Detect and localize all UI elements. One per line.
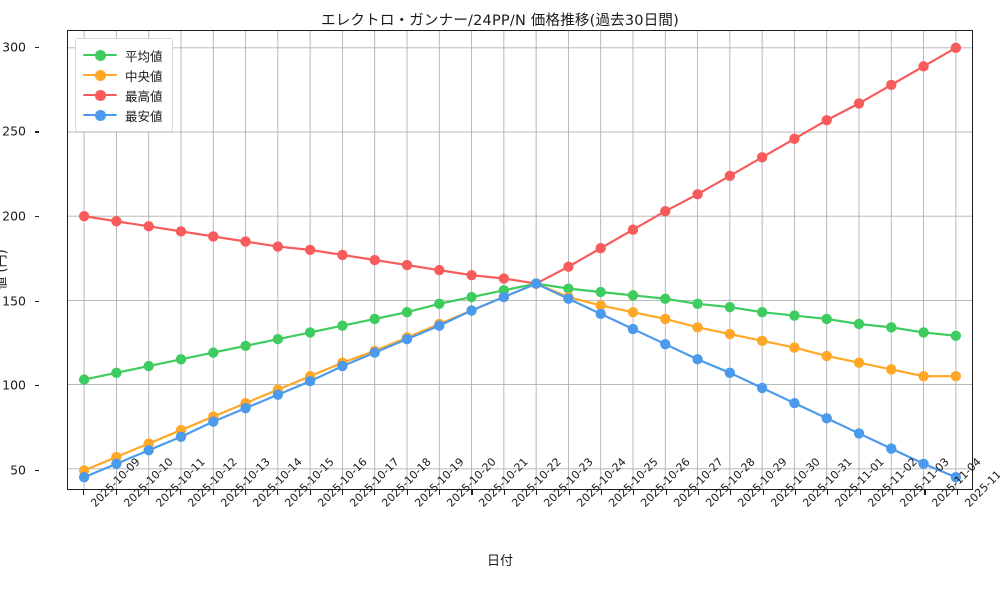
x-tick-label: 2025-10-11 bbox=[153, 455, 207, 509]
x-tick-mark bbox=[697, 490, 700, 495]
y-tick-label: 250 bbox=[2, 123, 26, 139]
series-0 bbox=[78, 278, 962, 385]
x-tick-label: 2025-10-20 bbox=[444, 455, 498, 509]
series-2 bbox=[78, 42, 962, 289]
legend-marker-icon bbox=[83, 48, 117, 62]
legend-item-3[interactable]: 最安値 bbox=[83, 105, 163, 125]
x-tick-label: 2025-10-16 bbox=[315, 455, 369, 509]
x-tick-label: 2025-11-05 bbox=[962, 455, 1000, 510]
x-tick-label: 2025-10-28 bbox=[703, 455, 757, 509]
x-tick-mark bbox=[439, 490, 441, 495]
chart-legend: 平均値中央値最高値最安値 bbox=[75, 38, 173, 132]
y-tick-label: 150 bbox=[2, 293, 26, 309]
legend-marker-icon bbox=[83, 108, 117, 122]
x-tick-mark bbox=[827, 490, 829, 495]
x-tick-label: 2025-10-18 bbox=[380, 455, 434, 509]
x-tick-label: 2025-10-24 bbox=[574, 455, 628, 509]
x-axis: 2025-10-092025-10-102025-10-112025-10-12… bbox=[67, 455, 1000, 600]
x-tick-mark bbox=[503, 490, 505, 495]
y-tick-mark bbox=[34, 469, 39, 471]
x-tick-label: 2025-10-29 bbox=[736, 455, 790, 509]
x-tick-mark bbox=[244, 490, 247, 495]
x-tick-label: 2025-10-26 bbox=[639, 455, 693, 509]
x-tick-mark bbox=[83, 490, 85, 495]
x-tick-label: 2025-11-02 bbox=[865, 455, 919, 509]
x-tick-mark bbox=[600, 490, 602, 495]
x-tick-mark bbox=[406, 490, 408, 495]
x-tick-mark bbox=[956, 490, 958, 495]
x-tick-mark bbox=[309, 490, 311, 495]
x-tick-mark bbox=[180, 490, 182, 495]
y-tick-mark bbox=[34, 131, 39, 133]
x-tick-label: 2025-10-21 bbox=[477, 455, 531, 509]
x-tick-label: 2025-11-03 bbox=[897, 455, 951, 509]
x-tick-mark bbox=[730, 490, 732, 495]
x-tick-label: 2025-11-04 bbox=[930, 455, 984, 509]
x-tick-mark bbox=[277, 490, 279, 495]
chart-title: エレクトロ・ガンナー/24PP/N 価格推移(過去30日間) bbox=[321, 13, 679, 29]
x-tick-mark bbox=[147, 490, 149, 495]
x-tick-label: 2025-10-19 bbox=[412, 455, 466, 509]
legend-item-2[interactable]: 最高値 bbox=[83, 85, 163, 105]
legend-marker-icon bbox=[83, 88, 117, 102]
legend-marker-icon bbox=[83, 68, 117, 82]
x-tick-label: 2025-10-09 bbox=[88, 455, 142, 509]
x-tick-label: 2025-10-13 bbox=[218, 455, 272, 509]
x-tick-label: 2025-11-01 bbox=[833, 455, 887, 509]
x-tick-mark bbox=[924, 490, 926, 495]
x-tick-label: 2025-10-31 bbox=[800, 455, 854, 509]
y-tick-label: 100 bbox=[2, 377, 26, 393]
x-tick-mark bbox=[859, 490, 861, 495]
x-axis-label: 日付 bbox=[486, 554, 513, 569]
x-tick-label: 2025-10-17 bbox=[347, 455, 401, 509]
x-tick-mark bbox=[471, 490, 473, 495]
x-tick-label: 2025-10-22 bbox=[509, 455, 563, 509]
x-tick-mark bbox=[892, 490, 894, 495]
x-tick-label: 2025-10-30 bbox=[768, 455, 822, 509]
data-series-layer bbox=[78, 42, 962, 483]
x-tick-mark bbox=[665, 490, 667, 495]
legend-item-1[interactable]: 中央値 bbox=[83, 65, 163, 85]
series-3 bbox=[78, 278, 962, 483]
x-tick-label: 2025-10-14 bbox=[250, 455, 304, 509]
x-tick-mark bbox=[212, 490, 214, 495]
x-tick-mark bbox=[795, 490, 797, 495]
x-tick-mark bbox=[115, 490, 117, 495]
x-tick-label: 2025-10-10 bbox=[121, 455, 175, 509]
plot-area bbox=[67, 30, 973, 490]
y-tick-mark bbox=[34, 216, 39, 218]
legend-label: 最高値 bbox=[125, 88, 163, 104]
x-tick-label: 2025-10-23 bbox=[541, 455, 595, 509]
y-tick-label: 200 bbox=[2, 208, 26, 224]
y-tick-label: 50 bbox=[10, 462, 26, 478]
legend-label: 平均値 bbox=[125, 48, 163, 64]
y-tick-label: 300 bbox=[2, 39, 26, 55]
x-tick-label: 2025-10-25 bbox=[606, 455, 660, 509]
x-tick-label: 2025-10-12 bbox=[186, 455, 240, 509]
legend-label: 最安値 bbox=[125, 108, 163, 124]
x-tick-mark bbox=[374, 490, 376, 495]
x-tick-mark bbox=[536, 490, 538, 495]
legend-label: 中央値 bbox=[125, 68, 163, 84]
legend-item-0[interactable]: 平均値 bbox=[83, 45, 163, 65]
x-tick-mark bbox=[762, 490, 764, 495]
x-tick-mark bbox=[342, 490, 344, 495]
series-1 bbox=[78, 278, 962, 476]
x-tick-label: 2025-10-15 bbox=[283, 455, 337, 509]
x-tick-mark bbox=[633, 490, 635, 495]
y-tick-mark bbox=[34, 300, 39, 302]
y-tick-mark bbox=[34, 46, 39, 48]
gridlines bbox=[68, 31, 972, 489]
x-tick-label: 2025-10-27 bbox=[671, 455, 725, 509]
y-tick-mark bbox=[34, 385, 39, 387]
x-tick-mark bbox=[568, 490, 570, 495]
